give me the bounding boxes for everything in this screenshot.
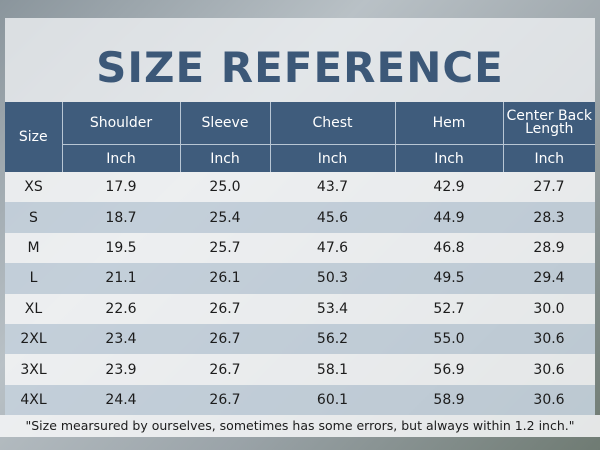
value-cell: 55.0 xyxy=(395,323,503,355)
unit-header: Inch xyxy=(394,144,503,172)
value-cell: 25.0 xyxy=(180,172,270,203)
size-table: Size Shoulder Sleeve Chest Hem Center Back Le… xyxy=(5,102,595,416)
value-cell: 47.6 xyxy=(270,232,395,264)
value-cell: 53.4 xyxy=(270,293,395,324)
footnote: "Size mearsured by ourselves, sometimes … xyxy=(0,415,600,437)
value-cell: 25.4 xyxy=(180,202,270,233)
value-cell: 28.9 xyxy=(503,232,595,264)
unit-header: Inch xyxy=(179,144,270,172)
value-cell: 29.4 xyxy=(503,263,595,294)
size-cell: L xyxy=(5,263,62,294)
value-cell: 25.7 xyxy=(180,232,270,264)
title-box: SIZE REFERENCE xyxy=(5,18,595,102)
value-cell: 30.0 xyxy=(503,293,595,324)
column-header: Center Back Length xyxy=(502,102,595,145)
size-header: Size xyxy=(5,102,62,172)
table-row: XS 17.9 25.0 43.7 42.9 27.7 xyxy=(5,172,595,203)
value-cell: 22.6 xyxy=(62,293,180,324)
value-cell: 19.5 xyxy=(62,232,180,264)
value-cell: 49.5 xyxy=(395,263,503,294)
value-cell: 23.4 xyxy=(62,323,180,355)
value-cell: 26.7 xyxy=(180,384,270,416)
value-cell: 30.6 xyxy=(503,384,595,416)
unit-header: Inch xyxy=(61,144,180,172)
value-cell: 52.7 xyxy=(395,293,503,324)
size-cell: 4XL xyxy=(5,384,62,416)
table-row: 2XL 23.4 26.7 56.2 55.0 30.6 xyxy=(5,323,595,355)
value-cell: 18.7 xyxy=(62,202,180,233)
value-cell: 58.9 xyxy=(395,384,503,416)
title: SIZE REFERENCE xyxy=(96,43,504,92)
table-row: M 19.5 25.7 47.6 46.8 28.9 xyxy=(5,232,595,264)
value-cell: 44.9 xyxy=(395,202,503,233)
value-cell: 42.9 xyxy=(395,172,503,203)
value-cell: 26.1 xyxy=(180,263,270,294)
value-cell: 30.6 xyxy=(503,323,595,355)
value-cell: 58.1 xyxy=(270,354,395,385)
value-cell: 45.6 xyxy=(270,202,395,233)
column-header: Hem xyxy=(394,102,503,145)
value-cell: 17.9 xyxy=(62,172,180,203)
column-header: Chest xyxy=(269,102,395,145)
unit-row: Inch Inch Inch Inch Inch xyxy=(5,144,595,172)
value-cell: 56.2 xyxy=(270,323,395,355)
value-cell: 23.9 xyxy=(62,354,180,385)
size-cell: XL xyxy=(5,293,62,324)
table-row: L 21.1 26.1 50.3 49.5 29.4 xyxy=(5,263,595,294)
value-cell: 60.1 xyxy=(270,384,395,416)
unit-header: Inch xyxy=(269,144,395,172)
table-row: 3XL 23.9 26.7 58.1 56.9 30.6 xyxy=(5,354,595,385)
column-header: Shoulder xyxy=(61,102,180,145)
value-cell: 24.4 xyxy=(62,384,180,416)
size-cell: 2XL xyxy=(5,323,62,355)
value-cell: 46.8 xyxy=(395,232,503,264)
value-cell: 26.7 xyxy=(180,293,270,324)
table-row: XL 22.6 26.7 53.4 52.7 30.0 xyxy=(5,293,595,324)
value-cell: 21.1 xyxy=(62,263,180,294)
column-header: Sleeve xyxy=(179,102,270,145)
value-cell: 56.9 xyxy=(395,354,503,385)
value-cell: 43.7 xyxy=(270,172,395,203)
value-cell: 28.3 xyxy=(503,202,595,233)
value-cell: 50.3 xyxy=(270,263,395,294)
table-body: XS 17.9 25.0 43.7 42.9 27.7 S 18.7 25.4 45.6 44.9 2… xyxy=(5,172,595,416)
table-row: 4XL 24.4 26.7 60.1 58.9 30.6 xyxy=(5,384,595,416)
value-cell: 30.6 xyxy=(503,354,595,385)
unit-header: Inch xyxy=(502,144,595,172)
size-cell: XS xyxy=(5,172,62,203)
size-cell: M xyxy=(5,232,62,264)
value-cell: 26.7 xyxy=(180,354,270,385)
value-cell: 26.7 xyxy=(180,323,270,355)
table-row: S 18.7 25.4 45.6 44.9 28.3 xyxy=(5,202,595,233)
header-row: Size Shoulder Sleeve Chest Hem Center Back Le… xyxy=(5,102,595,172)
value-cell: 27.7 xyxy=(503,172,595,203)
size-cell: 3XL xyxy=(5,354,62,385)
size-cell: S xyxy=(5,202,62,233)
